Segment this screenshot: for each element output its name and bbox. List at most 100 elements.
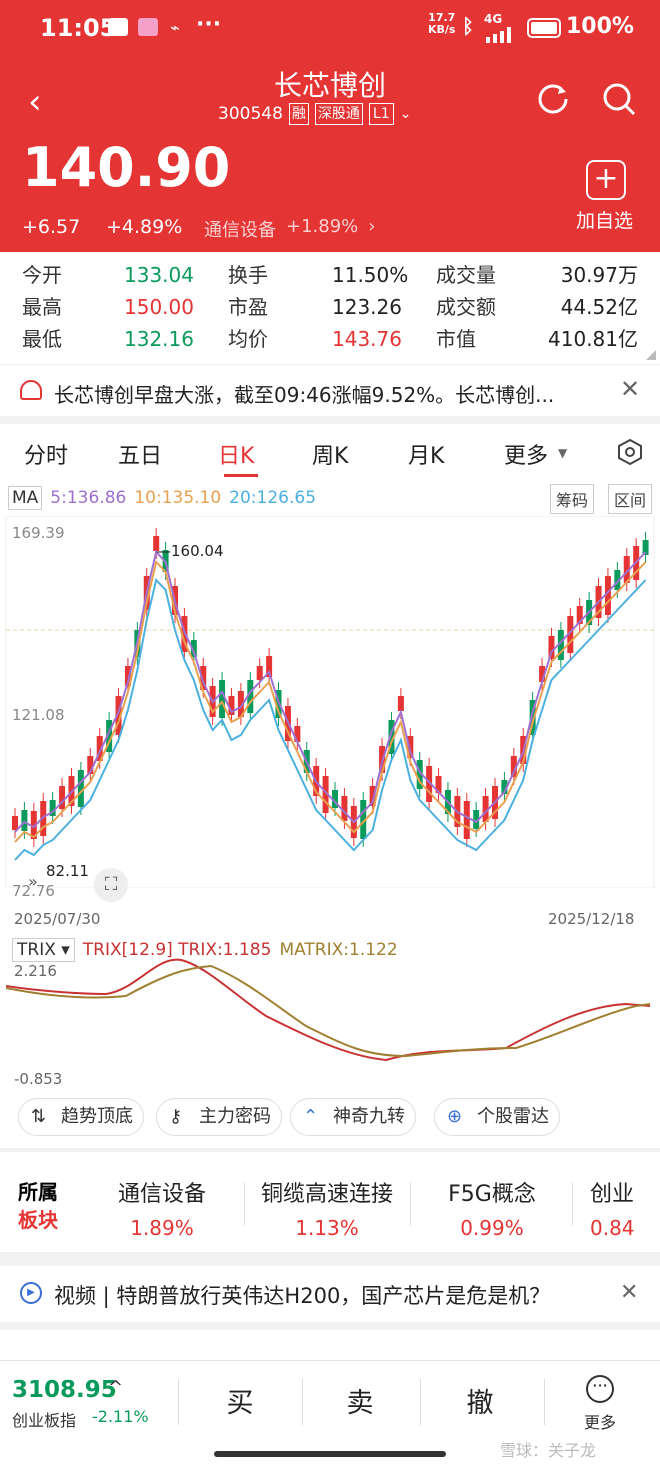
high-label: 最高 <box>22 295 62 319</box>
expand-corner-icon[interactable] <box>646 350 656 360</box>
divider <box>572 1182 573 1226</box>
news-banner[interactable]: 长芯博创早盘大涨，截至09:46涨幅9.52%。长芯博创... ✕ <box>0 364 660 416</box>
pe-value: 123.26 <box>332 295 402 319</box>
turnover-label: 换手 <box>228 263 268 287</box>
min-price-label: 82.11 <box>46 862 89 880</box>
candle <box>623 556 630 583</box>
chips-button[interactable]: 筹码 <box>550 484 595 514</box>
price-change: +6.57 <box>22 216 81 238</box>
tab-monthly-k[interactable]: 月K <box>408 444 445 469</box>
candle <box>548 636 555 659</box>
collapse-icon[interactable]: » <box>28 872 38 891</box>
candle <box>96 736 103 761</box>
divider <box>544 1379 545 1425</box>
candle <box>407 736 414 758</box>
connect-badge: 深股通 <box>314 103 363 125</box>
sector-link[interactable]: 通信设备 +1.89% › <box>204 216 375 242</box>
tool-magic-nine[interactable]: ⌃ 神奇九转 <box>290 1098 416 1136</box>
candle <box>200 666 207 690</box>
add-watch-label[interactable]: 加自选 <box>576 210 634 232</box>
trix-value: TRIX[12.9] TRIX:1.185 <box>82 940 272 960</box>
candle <box>397 696 404 711</box>
net-speed: 17.7 KB/s <box>428 11 456 36</box>
search-icon[interactable] <box>602 82 636 120</box>
sector-name: 通信设备 <box>204 220 276 241</box>
candlestick-plot[interactable] <box>0 516 660 888</box>
ma-selector[interactable]: MA <box>8 486 43 510</box>
refresh-icon[interactable] <box>536 82 570 120</box>
amount-value: 44.52亿 <box>560 295 638 319</box>
video-banner[interactable]: ▶ 视频 | 特朗普放行英伟达H200，国产芯片是危是机？ ✕ <box>0 1266 660 1322</box>
tab-intraday[interactable]: 分时 <box>24 444 69 469</box>
fullscreen-icon[interactable]: ⛶ <box>94 868 128 902</box>
tool-trend-top-bottom[interactable]: ⇅ 趋势顶底 <box>18 1098 144 1136</box>
stock-header: 11:05 ⌁ ··· 17.7 KB/s ᛒ 4G 100% ‹ 长芯博创 30… <box>0 0 660 252</box>
candle <box>529 700 536 735</box>
more-label[interactable]: 更多 <box>584 1413 617 1432</box>
candle <box>604 576 611 615</box>
alert-icon <box>20 380 42 400</box>
tab-five-day[interactable]: 五日 <box>118 444 163 469</box>
sector-card[interactable]: 铜缆高速连接 1.13% <box>260 1182 393 1240</box>
buy-button[interactable]: 买 <box>226 1388 254 1419</box>
ma5-line <box>14 549 647 833</box>
ma10-line <box>14 559 647 843</box>
cancel-order-button[interactable]: 撤 <box>466 1388 494 1419</box>
trix-tick-top: 2.216 <box>14 962 57 980</box>
tab-daily-k[interactable]: 日K <box>218 444 255 469</box>
candle <box>473 810 480 829</box>
candle <box>557 630 564 660</box>
open-value: 133.04 <box>124 263 194 287</box>
sector-card[interactable]: F5G概念 0.99% <box>448 1182 536 1240</box>
kline-chart[interactable]: MA 5:136.86 10:135.10 20:126.65 筹码 区间 16… <box>0 480 660 1090</box>
tab-weekly-k[interactable]: 周K <box>312 444 349 469</box>
mktcap-value: 410.81亿 <box>548 327 638 351</box>
app-notification-icon-2 <box>138 18 158 36</box>
index-value[interactable]: 3108.95 <box>12 1377 117 1403</box>
close-icon[interactable]: ✕ <box>620 375 641 403</box>
matrix-line <box>6 964 651 1058</box>
more-icon[interactable]: ··· <box>586 1375 614 1403</box>
y-tick-mid: 121.08 <box>12 706 65 724</box>
matrix-value: MATRIX:1.122 <box>279 940 398 960</box>
tab-more[interactable]: 更多 <box>504 444 549 469</box>
candle <box>501 780 508 794</box>
stock-name: 长芯博创 <box>273 69 386 102</box>
candle <box>228 696 235 715</box>
tool-main-force[interactable]: ⚷ 主力密码 <box>156 1098 282 1136</box>
analysis-tools: ⇅ 趋势顶底 ⚷ 主力密码 ⌃ 神奇九转 ⊕ 个股雷达 <box>0 1090 660 1148</box>
back-icon[interactable]: ‹ <box>28 82 42 122</box>
sector-card[interactable]: 创业 0.84 <box>590 1182 635 1240</box>
range-button[interactable]: 区间 <box>608 484 653 514</box>
add-watch-icon[interactable]: + <box>586 160 626 200</box>
candle <box>482 796 489 822</box>
settings-icon[interactable] <box>616 438 644 472</box>
x-start-date: 2025/07/30 <box>14 910 101 928</box>
candle <box>247 680 254 713</box>
turnover-value: 11.50% <box>332 263 409 287</box>
tool-stock-radar[interactable]: ⊕ 个股雷达 <box>434 1098 560 1136</box>
chevron-up-icon[interactable]: ^ <box>108 1377 124 1398</box>
indicator-selector[interactable]: TRIX ▾ <box>12 938 75 962</box>
candle <box>106 720 113 752</box>
low-label: 最低 <box>22 327 62 351</box>
trade-bar: 3108.95 ^ 创业板指 -2.11% 买 卖 撤 ··· 更多 雪球：关子… <box>0 1360 660 1467</box>
close-icon[interactable]: ✕ <box>620 1280 639 1305</box>
candle <box>124 666 131 686</box>
divider <box>410 1182 411 1226</box>
battery-level: 100% <box>566 14 634 39</box>
candle <box>59 786 66 809</box>
level-badge: L1 <box>368 103 394 125</box>
candle <box>237 691 244 717</box>
sector-card[interactable]: 通信设备 1.89% <box>117 1182 206 1240</box>
app-notification-icon-3: ⌁ <box>170 18 180 37</box>
candle <box>115 696 122 735</box>
key-icon: ⚷ <box>169 1106 183 1127</box>
chevron-down-icon[interactable]: ⌄ <box>399 106 412 122</box>
ma-legend: MA 5:136.86 10:135.10 20:126.65 <box>8 486 316 510</box>
candle <box>266 656 273 677</box>
sell-button[interactable]: 卖 <box>346 1388 374 1419</box>
bluetooth-icon: ᛒ <box>462 14 474 38</box>
candle <box>416 760 423 789</box>
divider <box>244 1182 245 1226</box>
